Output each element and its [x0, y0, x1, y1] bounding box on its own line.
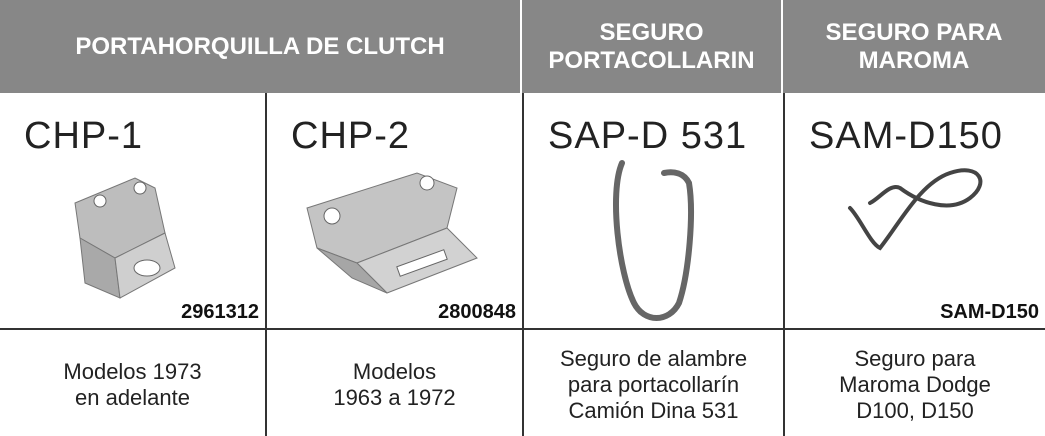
description-line: D100, D150 — [856, 398, 974, 423]
description-line: Modelos — [352, 359, 437, 384]
header-text: PORTAHORQUILLA DE CLUTCH — [75, 32, 445, 60]
product-cell: CHP-1 2961312 — [0, 93, 265, 330]
product-cell: SAP-D 531 — [522, 93, 783, 330]
product-image — [613, 160, 694, 321]
header-text: PORTACOLLARIN — [548, 46, 755, 74]
header-cell: SEGURO PORTACOLLARIN — [522, 0, 783, 93]
description-line: Camión Dina 531 — [568, 398, 739, 423]
description: Modelos 1973 en adelante — [0, 328, 265, 436]
product-image — [848, 168, 983, 251]
description-line: para portacollarín — [567, 372, 740, 397]
description: Seguro de alambre para portacollarín Camió… — [522, 328, 783, 436]
part-number: SAM-D150 — [940, 301, 1039, 323]
product-code: SAP-D 531 — [548, 115, 748, 157]
description-line: en adelante — [75, 385, 190, 410]
header-cell: SEGURO PARA MAROMA — [783, 0, 1045, 93]
product-cell: SAM-D150 SAM-D150 — [783, 93, 1045, 330]
header-text: SEGURO PARA — [825, 18, 1003, 46]
description-line: Seguro para — [854, 346, 976, 371]
header-text: MAROMA — [858, 46, 970, 74]
part-number: 2800848 — [438, 301, 516, 323]
description-line: Maroma Dodge — [839, 372, 991, 397]
product-code: CHP-2 — [291, 115, 411, 157]
product-code: SAM-D150 — [809, 115, 1003, 157]
product-image — [74, 177, 176, 299]
product-cell: CHP-2 2800848 — [265, 93, 522, 330]
header-text: SEGURO — [599, 18, 704, 46]
description-line: 1963 a 1972 — [333, 385, 456, 410]
description: Seguro para Maroma Dodge D100, D150 — [783, 328, 1045, 436]
part-number: 2961312 — [181, 301, 259, 323]
description-line: Modelos 1973 — [63, 359, 202, 384]
description: Modelos 1963 a 1972 — [265, 328, 522, 436]
product-code: CHP-1 — [24, 115, 144, 157]
header-cell: PORTAHORQUILLA DE CLUTCH — [0, 0, 522, 93]
description-line: Seguro de alambre — [559, 346, 748, 371]
product-image — [306, 172, 478, 294]
